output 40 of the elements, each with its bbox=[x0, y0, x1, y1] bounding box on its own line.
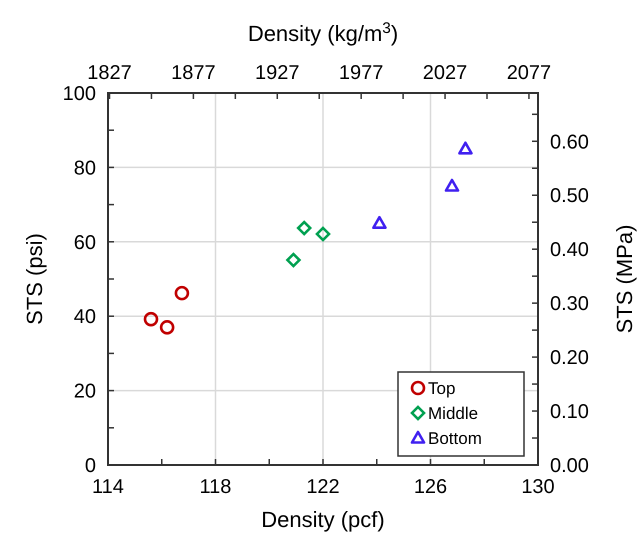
y2-tick-label: 0.60 bbox=[550, 131, 589, 154]
x-tick-label: 126 bbox=[414, 476, 448, 498]
y-tick-label: 20 bbox=[74, 380, 96, 403]
y2-axis-title: STS (MPa) bbox=[612, 224, 637, 334]
y-tick-label: 0 bbox=[84, 455, 96, 477]
point bbox=[286, 252, 301, 268]
point bbox=[160, 320, 174, 335]
y-axis-title: STS (psi) bbox=[22, 233, 47, 325]
x2-tick-label: 1927 bbox=[255, 62, 300, 84]
point bbox=[144, 312, 158, 326]
y-tick-label: 80 bbox=[74, 157, 96, 180]
point bbox=[458, 142, 473, 155]
x2-tick-label: 2077 bbox=[506, 62, 552, 84]
legend-label: Bottom bbox=[428, 428, 482, 448]
x2-tick-label: 1877 bbox=[171, 62, 216, 84]
x-tick-label: 114 bbox=[92, 476, 124, 498]
y2-tick-label: 0.10 bbox=[550, 401, 589, 424]
x-tick-label: 130 bbox=[521, 476, 555, 498]
x-tick-label: 122 bbox=[306, 476, 340, 498]
point bbox=[296, 220, 312, 236]
y-tick-label: 40 bbox=[74, 306, 96, 328]
point bbox=[316, 226, 330, 242]
point bbox=[444, 178, 460, 192]
y2-tick-label: 0.20 bbox=[550, 347, 589, 370]
legend-label: Top bbox=[428, 378, 456, 398]
point bbox=[372, 216, 387, 229]
y2-tick-label: 0.00 bbox=[550, 455, 589, 477]
y2-tick-label: 0.30 bbox=[550, 293, 589, 316]
x2-tick-label: 1827 bbox=[87, 62, 132, 84]
y2-tick-label: 0.40 bbox=[550, 239, 589, 262]
x-axis-title: Density (pcf) bbox=[261, 507, 385, 532]
x2-tick-label: 1977 bbox=[338, 62, 384, 84]
legend-label: Middle bbox=[428, 404, 478, 423]
point bbox=[174, 286, 190, 300]
y-tick-label: 100 bbox=[62, 83, 96, 105]
x2-tick-label: 2027 bbox=[422, 62, 468, 84]
x2-axis-title: Density (kg/m$^{3}$) bbox=[248, 20, 398, 46]
x-tick-label: 118 bbox=[200, 476, 232, 498]
y2-tick-label: 0.50 bbox=[550, 185, 589, 208]
y-tick-label: 60 bbox=[74, 232, 96, 254]
